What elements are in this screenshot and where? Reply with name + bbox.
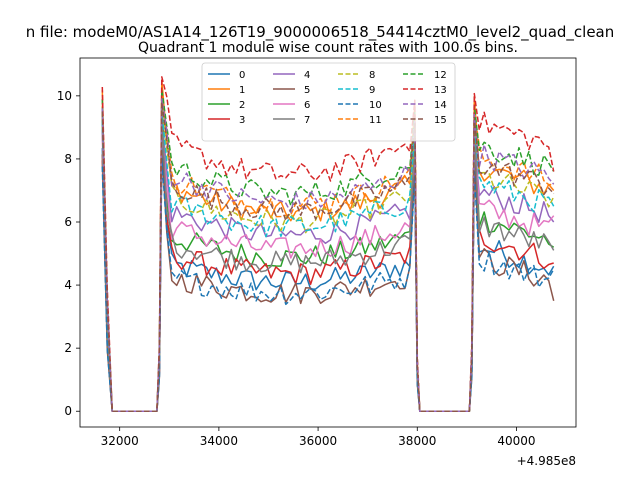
chart-title: Quadrant 1 module wise count rates with … (138, 40, 518, 56)
series-line-13 (101, 76, 555, 412)
y-tick-label: 0 (64, 404, 72, 418)
y-tick-label: 2 (64, 341, 72, 355)
x-tick-label: 34000 (200, 434, 238, 448)
legend-box (201, 62, 456, 142)
legend-label-11: 11 (369, 115, 382, 126)
suptitle: n file: modeM0/AS1A14_126T19_9000006518_… (26, 23, 615, 42)
legend-label-5: 5 (304, 85, 310, 96)
legend-label-13: 13 (434, 85, 447, 96)
series-line-11 (101, 95, 554, 412)
x-tick-label: 40000 (497, 434, 535, 448)
x-offset-label: +4.985e8 (517, 454, 576, 468)
series-line-15 (101, 101, 555, 412)
series-line-7 (101, 114, 555, 412)
series-line-0 (101, 139, 555, 412)
legend-label-15: 15 (434, 115, 447, 126)
legend-label-0: 0 (239, 70, 245, 81)
legend-label-6: 6 (304, 100, 310, 111)
x-axis: 32000 34000 36000 38000 40000 (101, 427, 536, 448)
y-axis: 0 2 4 6 8 10 (57, 89, 80, 418)
y-tick-label: 4 (64, 278, 72, 292)
series-line-9 (101, 110, 555, 412)
legend-label-10: 10 (369, 100, 382, 111)
legend-label-14: 14 (434, 100, 447, 111)
legend-label-7: 7 (304, 115, 310, 126)
series-line-12 (101, 88, 555, 412)
series-line-10 (101, 158, 555, 412)
legend-label-4: 4 (304, 70, 310, 81)
legend-label-3: 3 (239, 115, 245, 126)
y-tick-label: 8 (64, 152, 72, 166)
series-line-5 (101, 145, 555, 412)
legend-label-12: 12 (434, 70, 447, 81)
y-tick-label: 6 (64, 215, 72, 229)
plot-frame (79, 57, 577, 428)
legend-label-2: 2 (239, 100, 245, 111)
y-tick-label: 10 (57, 89, 72, 103)
legend-label-1: 1 (239, 85, 245, 96)
x-tick-label: 36000 (299, 434, 337, 448)
legend-label-8: 8 (369, 70, 375, 81)
legend-label-9: 9 (369, 85, 375, 96)
x-tick-label: 38000 (398, 434, 436, 448)
x-tick-label: 32000 (101, 434, 139, 448)
plot-series (101, 76, 555, 412)
